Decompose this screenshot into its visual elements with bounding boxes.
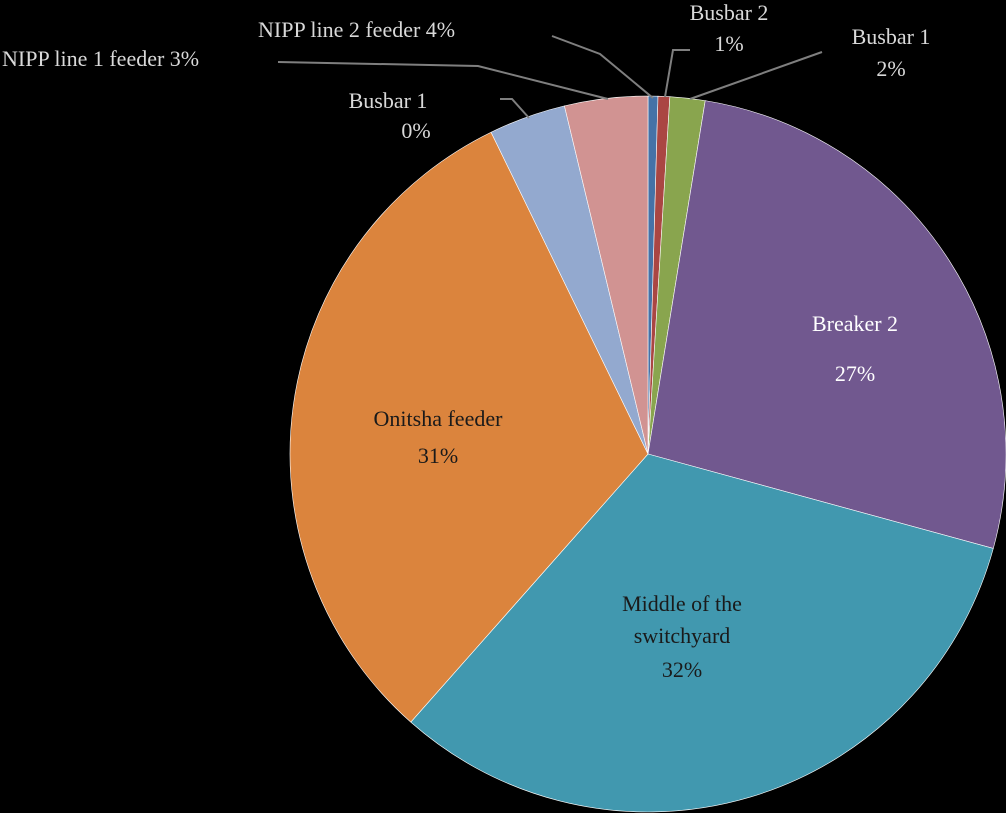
leader-busbar2	[664, 49, 690, 98]
label-onitsha-pct: 31%	[418, 443, 458, 468]
label-middle-line2: switchyard	[634, 623, 731, 648]
label-breaker2-pct: 27%	[835, 361, 875, 386]
pie-slice-middle-of-the-switchyard-4	[410, 453, 994, 813]
label-nipp2: NIPP line 2 feeder 4%	[258, 17, 455, 42]
leader-busbar1-two	[689, 51, 823, 100]
label-middle-line1: Middle of the	[622, 591, 742, 616]
leader-busbar1-zero	[500, 98, 530, 119]
leader-nipp1	[277, 61, 609, 100]
label-busbar1-zero-name: Busbar 1	[349, 88, 428, 113]
leader-lines	[277, 35, 823, 119]
label-busbar2-pct: 1%	[714, 31, 743, 56]
label-busbar1-two-pct: 2%	[876, 56, 905, 81]
label-onitsha-name: Onitsha feeder	[374, 406, 504, 431]
label-busbar1-zero-pct: 0%	[401, 118, 430, 143]
label-busbar2-name: Busbar 2	[690, 0, 769, 25]
label-busbar1-two-name: Busbar 1	[852, 24, 931, 49]
label-breaker2-name: Breaker 2	[812, 311, 898, 336]
label-middle-pct: 32%	[662, 657, 702, 682]
label-nipp1: NIPP line 1 feeder 3%	[2, 46, 199, 71]
pie-slice-onitsha-feeder-5	[289, 131, 649, 723]
leader-nipp2	[551, 35, 654, 99]
pie-slices	[289, 95, 1006, 813]
